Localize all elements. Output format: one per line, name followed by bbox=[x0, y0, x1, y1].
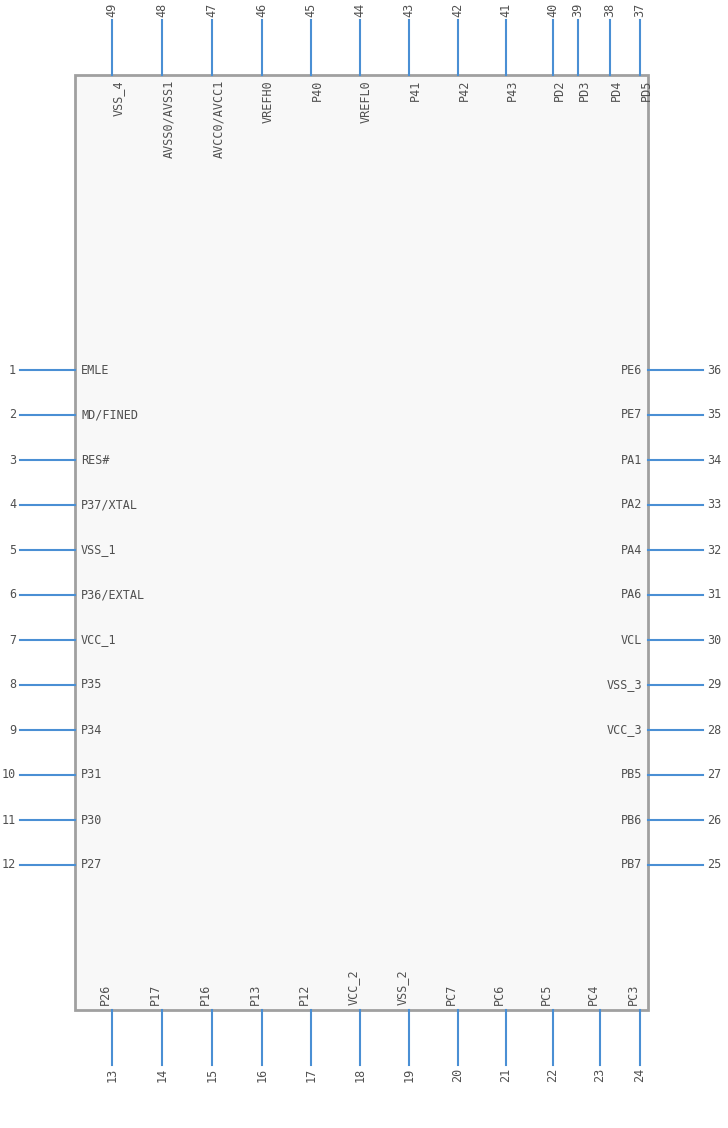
Text: P36/EXTAL: P36/EXTAL bbox=[81, 589, 145, 601]
Text: 14: 14 bbox=[156, 1068, 168, 1082]
Text: P30: P30 bbox=[81, 813, 103, 827]
Text: PB7: PB7 bbox=[621, 858, 642, 872]
Text: 8: 8 bbox=[9, 679, 16, 691]
Text: P35: P35 bbox=[81, 679, 103, 691]
Text: VCC_1: VCC_1 bbox=[81, 634, 116, 646]
Text: 5: 5 bbox=[9, 544, 16, 556]
Text: 48: 48 bbox=[156, 2, 168, 17]
Text: 19: 19 bbox=[403, 1068, 416, 1082]
Text: 3: 3 bbox=[9, 453, 16, 467]
Text: VREFL0: VREFL0 bbox=[360, 80, 373, 123]
Text: 41: 41 bbox=[499, 2, 513, 17]
Text: 39: 39 bbox=[571, 2, 585, 17]
Text: PE6: PE6 bbox=[621, 363, 642, 377]
Text: 40: 40 bbox=[547, 2, 560, 17]
Text: PA6: PA6 bbox=[621, 589, 642, 601]
Text: P41: P41 bbox=[409, 80, 422, 102]
Text: 25: 25 bbox=[707, 858, 721, 872]
Text: VCC_2: VCC_2 bbox=[347, 969, 360, 1005]
Text: RES#: RES# bbox=[81, 453, 109, 467]
Text: PC5: PC5 bbox=[540, 984, 553, 1005]
Text: 43: 43 bbox=[403, 2, 416, 17]
Text: PB5: PB5 bbox=[621, 768, 642, 782]
Text: 42: 42 bbox=[451, 2, 464, 17]
Text: 10: 10 bbox=[1, 768, 16, 782]
Text: PC3: PC3 bbox=[627, 984, 640, 1005]
Text: PD5: PD5 bbox=[640, 80, 653, 102]
Text: VCL: VCL bbox=[621, 634, 642, 646]
Text: MD/FINED: MD/FINED bbox=[81, 408, 138, 422]
Text: 47: 47 bbox=[205, 2, 218, 17]
Text: P43: P43 bbox=[506, 80, 519, 102]
Text: 31: 31 bbox=[707, 589, 721, 601]
Text: PD4: PD4 bbox=[610, 80, 623, 102]
Text: PA4: PA4 bbox=[621, 544, 642, 556]
Text: PE7: PE7 bbox=[621, 408, 642, 422]
Text: P26: P26 bbox=[99, 984, 112, 1005]
Text: VSS_1: VSS_1 bbox=[81, 544, 116, 556]
Text: PC4: PC4 bbox=[587, 984, 600, 1005]
Text: 36: 36 bbox=[707, 363, 721, 377]
Text: P34: P34 bbox=[81, 723, 103, 737]
Text: 49: 49 bbox=[106, 2, 119, 17]
Text: PC6: PC6 bbox=[493, 984, 506, 1005]
Text: 15: 15 bbox=[205, 1068, 218, 1082]
Text: 2: 2 bbox=[9, 408, 16, 422]
Text: PA2: PA2 bbox=[621, 499, 642, 511]
Text: PD3: PD3 bbox=[578, 80, 591, 102]
Text: PB6: PB6 bbox=[621, 813, 642, 827]
Text: 13: 13 bbox=[106, 1068, 119, 1082]
Text: PD2: PD2 bbox=[553, 80, 566, 102]
Text: AVSS0/AVSS1: AVSS0/AVSS1 bbox=[162, 80, 175, 158]
Text: P27: P27 bbox=[81, 858, 103, 872]
Text: 9: 9 bbox=[9, 723, 16, 737]
Text: VSS_4: VSS_4 bbox=[112, 80, 125, 116]
Text: P31: P31 bbox=[81, 768, 103, 782]
Bar bbox=[75, 74, 648, 1010]
Text: P12: P12 bbox=[298, 984, 311, 1005]
Text: 46: 46 bbox=[256, 2, 269, 17]
Text: 16: 16 bbox=[256, 1068, 269, 1082]
Text: 17: 17 bbox=[304, 1068, 317, 1082]
Text: P17: P17 bbox=[149, 984, 162, 1005]
Text: VSS_2: VSS_2 bbox=[396, 969, 409, 1005]
Text: 44: 44 bbox=[354, 2, 366, 17]
Text: P40: P40 bbox=[311, 80, 324, 102]
Text: VSS_3: VSS_3 bbox=[606, 679, 642, 691]
Text: P13: P13 bbox=[249, 984, 262, 1005]
Text: 12: 12 bbox=[1, 858, 16, 872]
Text: 38: 38 bbox=[604, 2, 617, 17]
Text: 26: 26 bbox=[707, 813, 721, 827]
Text: 18: 18 bbox=[354, 1068, 366, 1082]
Text: 32: 32 bbox=[707, 544, 721, 556]
Text: 37: 37 bbox=[633, 2, 646, 17]
Text: 45: 45 bbox=[304, 2, 317, 17]
Text: 20: 20 bbox=[451, 1068, 464, 1082]
Text: EMLE: EMLE bbox=[81, 363, 109, 377]
Text: 6: 6 bbox=[9, 589, 16, 601]
Text: 29: 29 bbox=[707, 679, 721, 691]
Text: 22: 22 bbox=[547, 1068, 560, 1082]
Text: 28: 28 bbox=[707, 723, 721, 737]
Text: VREFH0: VREFH0 bbox=[262, 80, 275, 123]
Text: 34: 34 bbox=[707, 453, 721, 467]
Text: 35: 35 bbox=[707, 408, 721, 422]
Text: PA1: PA1 bbox=[621, 453, 642, 467]
Text: 4: 4 bbox=[9, 499, 16, 511]
Text: P42: P42 bbox=[458, 80, 471, 102]
Text: 33: 33 bbox=[707, 499, 721, 511]
Text: P16: P16 bbox=[199, 984, 212, 1005]
Text: 7: 7 bbox=[9, 634, 16, 646]
Text: 11: 11 bbox=[1, 813, 16, 827]
Text: PC7: PC7 bbox=[445, 984, 458, 1005]
Text: 27: 27 bbox=[707, 768, 721, 782]
Text: 24: 24 bbox=[633, 1068, 646, 1082]
Text: VCC_3: VCC_3 bbox=[606, 723, 642, 737]
Text: P37/XTAL: P37/XTAL bbox=[81, 499, 138, 511]
Text: 1: 1 bbox=[9, 363, 16, 377]
Text: 30: 30 bbox=[707, 634, 721, 646]
Text: 23: 23 bbox=[593, 1068, 606, 1082]
Text: AVCC0/AVCC1: AVCC0/AVCC1 bbox=[212, 80, 225, 158]
Text: 21: 21 bbox=[499, 1068, 513, 1082]
